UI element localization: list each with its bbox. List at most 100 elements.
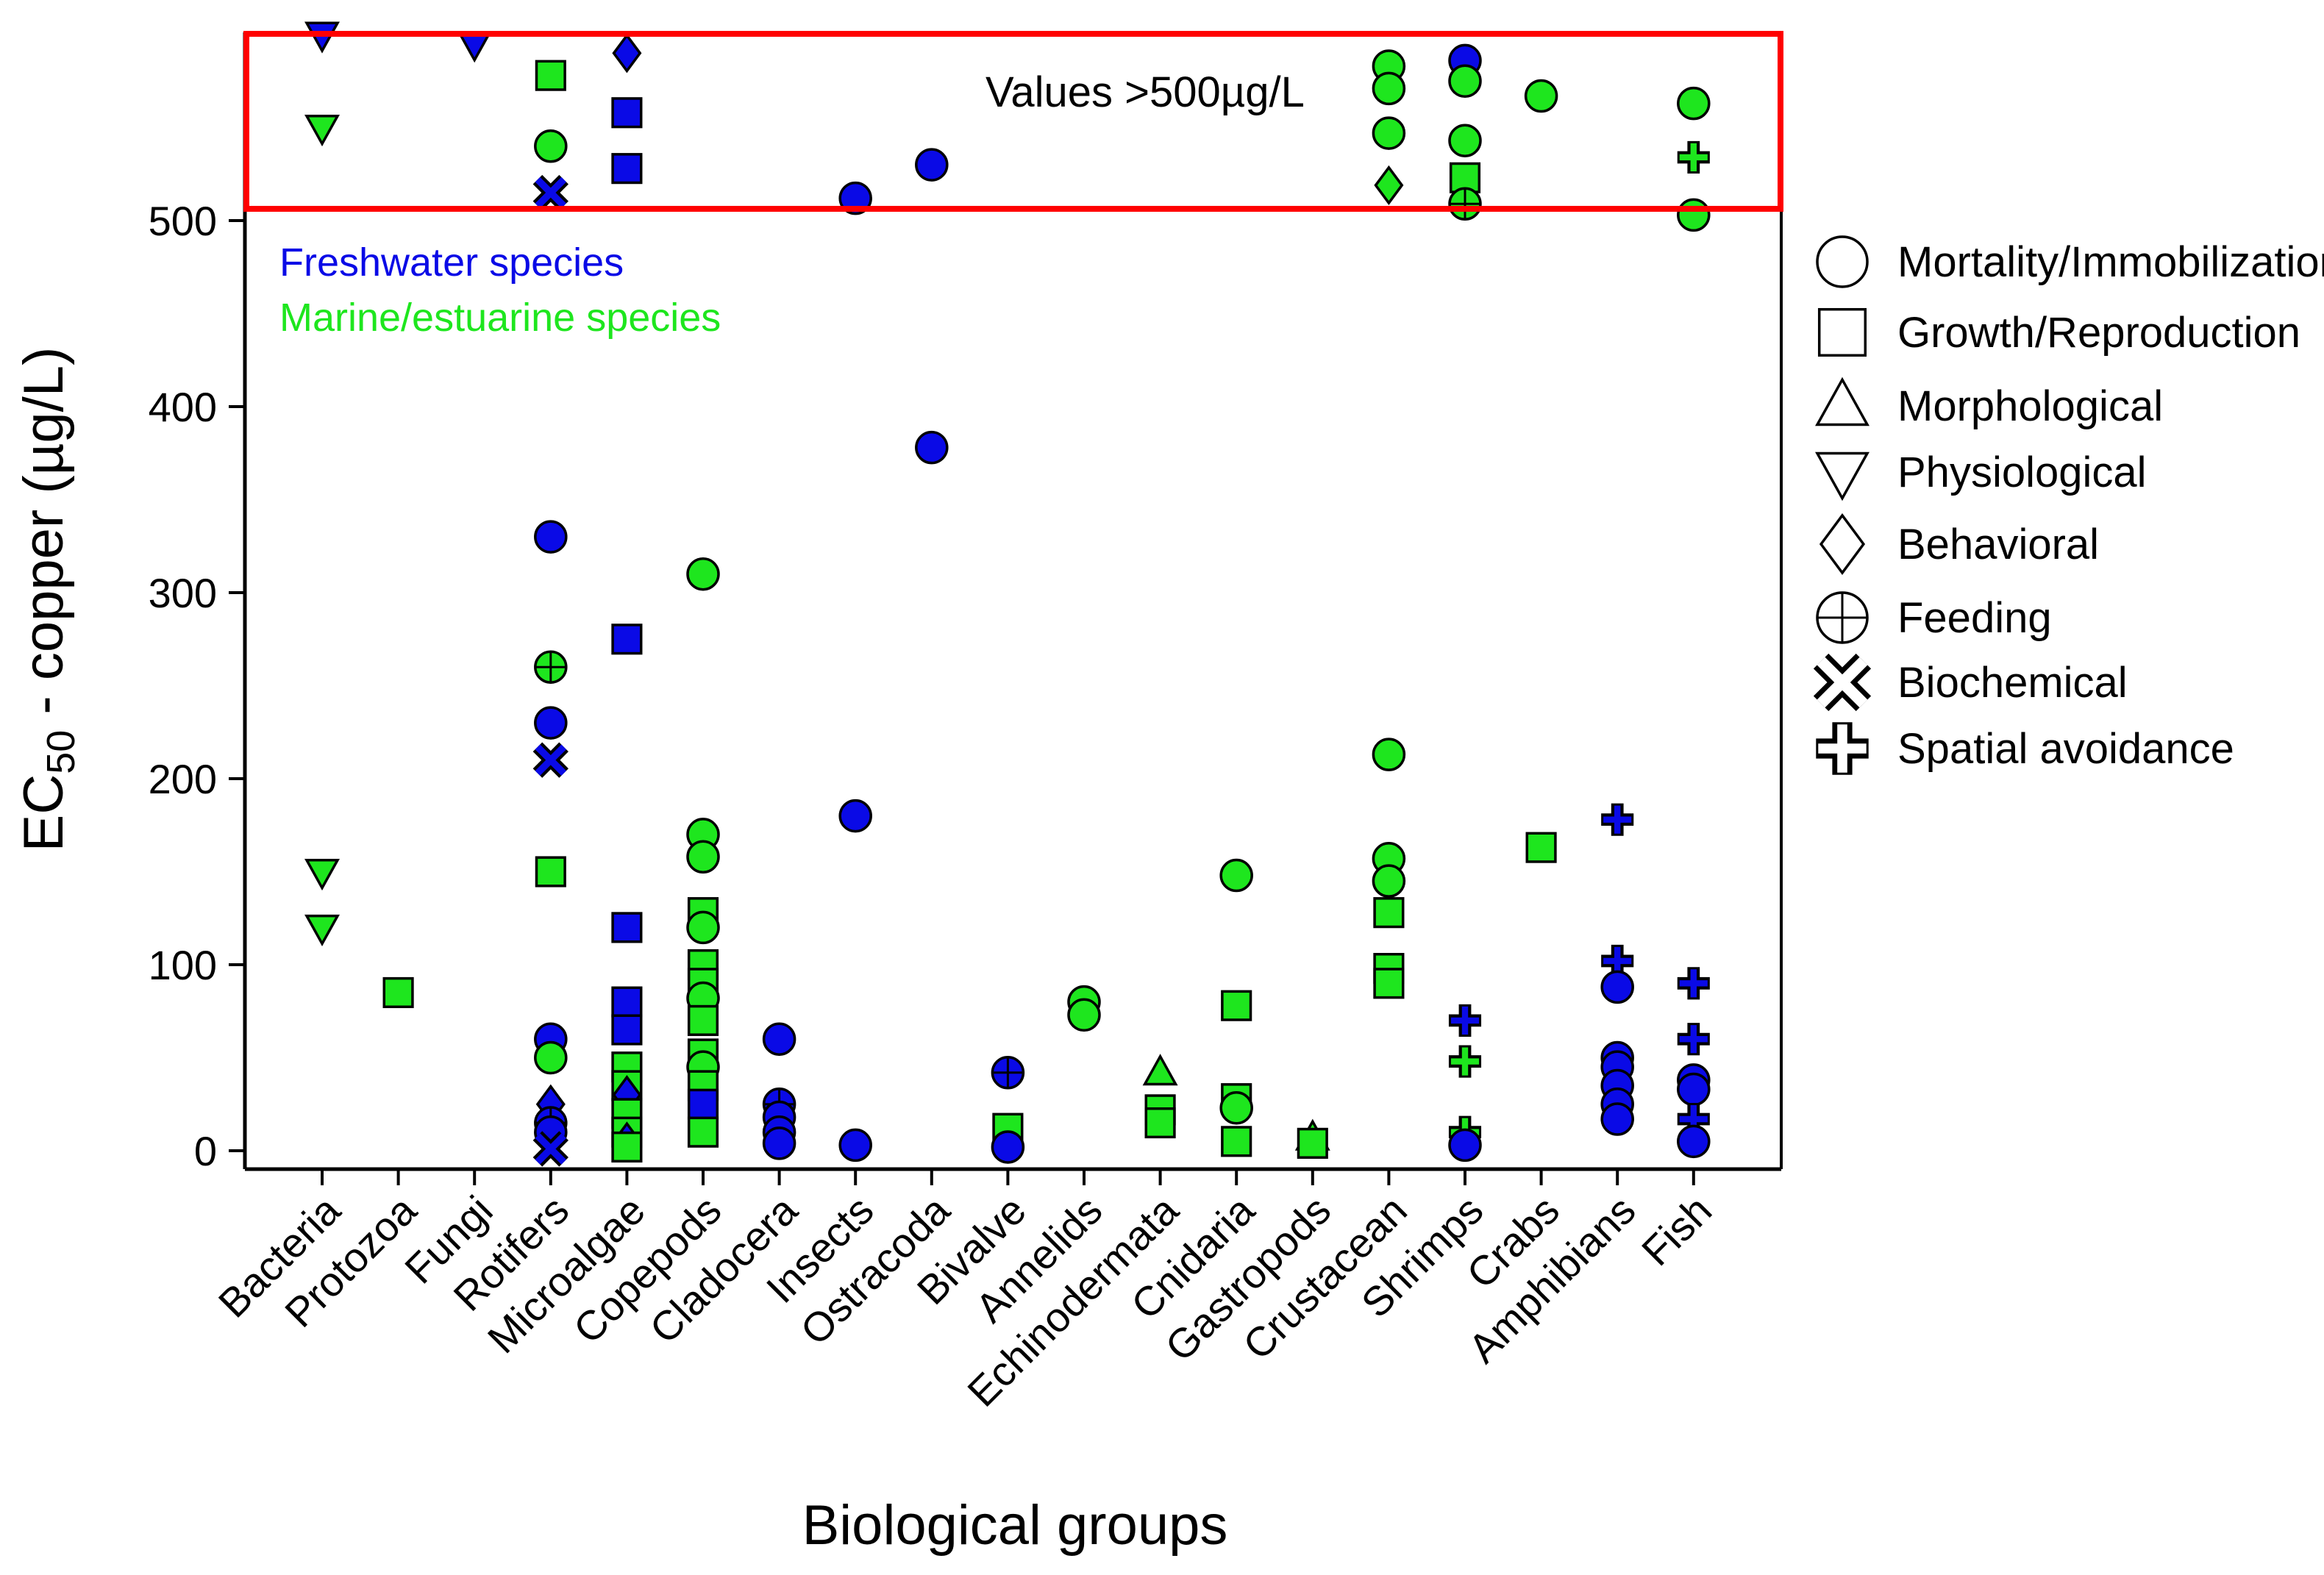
legend-circle-icon bbox=[1816, 235, 1869, 288]
point-crustacean-circle-shape bbox=[1372, 71, 1406, 106]
point-fish-circle bbox=[1677, 86, 1711, 121]
point-ostracoda-circle bbox=[915, 430, 949, 465]
point-microalgae-square bbox=[611, 986, 643, 1018]
point-rotifers-circle bbox=[534, 706, 568, 740]
point-amphibians-circle bbox=[1600, 1102, 1634, 1136]
point-microalgae-square bbox=[611, 624, 643, 655]
point-crustacean-circle bbox=[1372, 116, 1406, 150]
point-bivalve-circle-shape bbox=[991, 1130, 1025, 1164]
point-cladocera-circle-shape bbox=[762, 1126, 796, 1160]
point-cnidaria-square bbox=[1221, 1126, 1252, 1157]
high-values-label: Values >500µg/L bbox=[985, 68, 1305, 116]
point-shrimps-circle bbox=[1448, 1128, 1482, 1162]
point-microalgae-square-shape bbox=[611, 624, 643, 655]
point-bacteria-triangle-down-shape bbox=[304, 115, 340, 147]
point-rotifers-x bbox=[532, 174, 568, 211]
point-microalgae-diamond bbox=[612, 33, 642, 74]
point-bivalve-crosshair bbox=[991, 1055, 1025, 1090]
legend-triangle-down-icon bbox=[1815, 451, 1869, 501]
point-copepods-square-shape bbox=[687, 1004, 719, 1036]
point-microalgae-square-shape bbox=[611, 912, 643, 943]
legend-label: Feeding bbox=[1897, 594, 2052, 642]
point-crustacean-square bbox=[1373, 968, 1405, 999]
point-cnidaria-circle bbox=[1219, 858, 1253, 893]
legend-diamond-icon-shape bbox=[1819, 512, 1866, 576]
y-tick-label: 400 bbox=[149, 384, 217, 430]
point-microalgae-square bbox=[611, 97, 643, 129]
point-shrimps-plus bbox=[1448, 1045, 1482, 1078]
x-axis-title: Biological groups bbox=[802, 1494, 1228, 1557]
point-amphibians-circle-shape bbox=[1600, 1102, 1634, 1136]
point-amphibians-plus bbox=[1601, 803, 1634, 836]
point-copepods-square bbox=[687, 1088, 719, 1120]
data-points bbox=[304, 21, 1711, 1167]
point-echinodermata-triangle-up-shape bbox=[1142, 1054, 1178, 1086]
legend-label: Spatial avoidance bbox=[1897, 725, 2234, 773]
point-echinodermata-square-shape bbox=[1144, 1107, 1176, 1139]
point-rotifers-x bbox=[532, 742, 568, 778]
point-gastropods-square bbox=[1297, 1127, 1328, 1159]
point-cnidaria-circle-shape bbox=[1219, 858, 1253, 893]
point-insects-circle bbox=[838, 1128, 872, 1162]
point-bacteria-triangle-down bbox=[304, 21, 340, 54]
point-rotifers-square-shape bbox=[535, 856, 566, 888]
legend-triangle-up-icon bbox=[1815, 376, 1869, 426]
point-copepods-square bbox=[687, 1004, 719, 1036]
point-rotifers-square bbox=[535, 856, 566, 888]
freshwater-annotation: Freshwater species bbox=[279, 240, 624, 285]
point-insects-circle bbox=[838, 799, 872, 833]
point-copepods-square-shape bbox=[687, 1116, 719, 1148]
point-fish-circle-shape bbox=[1677, 1124, 1711, 1159]
point-rotifers-circle-shape bbox=[534, 520, 568, 554]
point-ostracoda-circle-shape bbox=[915, 148, 949, 182]
legend-label: Biochemical bbox=[1897, 659, 2128, 707]
point-crustacean-circle bbox=[1372, 738, 1406, 771]
point-microalgae-square-shape bbox=[611, 153, 643, 185]
point-crustacean-circle bbox=[1372, 71, 1406, 106]
point-crabs-square bbox=[1525, 832, 1557, 863]
point-ostracoda-circle-shape bbox=[915, 430, 949, 465]
legend-label: Mortality/Immobilization bbox=[1897, 238, 2324, 286]
point-amphibians-circle bbox=[1600, 970, 1634, 1004]
legend: Mortality/Immobilization Growth/Reproduct… bbox=[1813, 235, 2324, 775]
point-rotifers-circle-shape bbox=[534, 129, 568, 163]
point-copepods-circle bbox=[686, 557, 720, 591]
point-shrimps-crosshair bbox=[1448, 187, 1482, 221]
marine-annotation: Marine/estuarine species bbox=[279, 296, 721, 340]
legend-label: Physiological bbox=[1897, 449, 2147, 496]
point-crustacean-diamond bbox=[1374, 165, 1404, 206]
point-bacteria-triangle-down-shape bbox=[304, 914, 340, 947]
point-cnidaria-square-shape bbox=[1221, 1126, 1252, 1157]
point-rotifers-circle bbox=[534, 520, 568, 554]
point-copepods-circle-shape bbox=[686, 840, 720, 874]
point-bivalve-circle bbox=[991, 1130, 1025, 1164]
point-microalgae-square-shape bbox=[611, 986, 643, 1018]
point-crustacean-square-shape bbox=[1373, 897, 1405, 929]
point-cnidaria-circle-shape bbox=[1219, 1091, 1253, 1125]
y-axis-title-main: EC bbox=[13, 774, 75, 852]
point-microalgae-square-shape bbox=[611, 1014, 643, 1046]
point-fish-circle bbox=[1677, 198, 1711, 232]
point-cnidaria-square bbox=[1221, 990, 1252, 1021]
point-microalgae-diamond-shape bbox=[612, 33, 642, 74]
point-cladocera-circle bbox=[762, 1022, 796, 1056]
legend-square-icon bbox=[1817, 307, 1867, 357]
point-microalgae-square bbox=[611, 1014, 643, 1046]
legend-triangle-down-icon-shape bbox=[1815, 451, 1869, 501]
point-bacteria-triangle-down-shape bbox=[304, 859, 340, 891]
point-crustacean-circle-shape bbox=[1372, 864, 1406, 898]
point-copepods-circle-shape bbox=[686, 910, 720, 945]
point-annelids-circle bbox=[1067, 998, 1101, 1032]
point-insects-circle-shape bbox=[838, 1128, 872, 1162]
point-rotifers-square-shape bbox=[535, 60, 566, 91]
point-crustacean-circle bbox=[1372, 864, 1406, 898]
point-protozoa-square-shape bbox=[382, 976, 414, 1009]
point-bacteria-triangle-down bbox=[304, 914, 340, 947]
point-fish-plus bbox=[1677, 967, 1710, 1000]
point-annelids-circle-shape bbox=[1067, 998, 1101, 1032]
legend-x-icon bbox=[1813, 653, 1872, 712]
point-copepods-circle-shape bbox=[686, 557, 720, 591]
high-values-box bbox=[243, 31, 1783, 212]
